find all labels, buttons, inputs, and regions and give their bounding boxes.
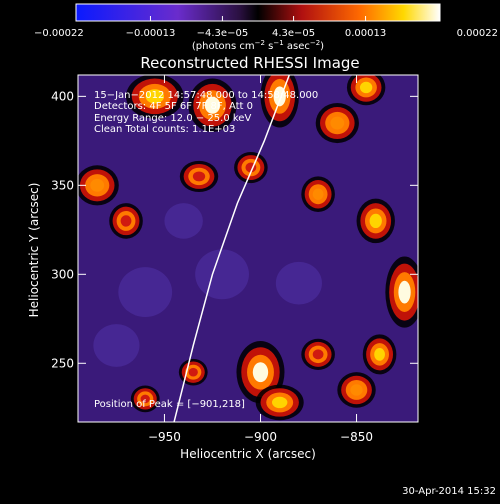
colorbar-tick-label: 0.00013 — [345, 28, 386, 39]
annotation-counts: Clean Total counts: 1.1E+03 — [94, 124, 235, 135]
y-axis-ticks: 250 300 350 400 — [51, 89, 418, 370]
x-tick-label: −950 — [148, 430, 181, 444]
heatmap-source-peak — [350, 384, 363, 396]
heatmap-source-peak — [272, 396, 288, 409]
y-tick-label: 250 — [51, 356, 74, 370]
y-axis-label: Heliocentric Y (arcsec) — [27, 183, 41, 318]
colorbar-tick-label: 0.00022 — [457, 28, 498, 39]
colorbar-units-label: (photons cm−2 s−1 asec−2) — [192, 39, 324, 52]
heatmap-source-peak — [369, 213, 382, 229]
heatmap-area — [78, 75, 418, 422]
y-tick-label: 350 — [51, 178, 74, 192]
heatmap-source-peak — [330, 116, 345, 130]
footer-timestamp: 30-Apr-2014 15:32 — [402, 486, 496, 497]
heatmap-source-peak — [140, 394, 150, 404]
annotation-detectors: Detectors: 4F 5F 6F 7F 8F, Att 0 — [94, 101, 253, 112]
heatmap-source-peak — [120, 215, 132, 227]
colorbar-ticks — [75, 16, 441, 21]
heatmap-source-peak — [188, 367, 198, 377]
heatmap-sources — [78, 75, 418, 421]
x-axis-label: Heliocentric X (arcsec) — [180, 447, 316, 461]
heatmap-source-peak — [398, 280, 411, 304]
solar-limb-line — [173, 75, 291, 422]
heatmap-negative-region — [164, 203, 203, 239]
peak-position-label: Position of Peak = [−901,218] — [94, 399, 245, 410]
y-tick-label: 400 — [51, 89, 74, 103]
colorbar-tick-labels: −0.00022 −0.00013 −4.3e−05 4.3e−05 0.00013 0.… — [34, 28, 498, 39]
heatmap-negative-region — [93, 324, 140, 367]
colorbar-tick-label: −0.00022 — [34, 28, 84, 39]
heatmap-source-peak — [252, 362, 269, 383]
colorbar-tick-label: −0.00013 — [126, 28, 176, 39]
x-axis-ticks: −950 −900 −850 — [148, 75, 373, 444]
annotation-time-range: 15−Jan−2012 14:57:48.000 to 14:58:48.000 — [94, 90, 318, 101]
heatmap-source-peak — [90, 178, 105, 192]
chart-title: Reconstructed RHESSI Image — [140, 54, 359, 72]
heatmap-source-peak — [192, 171, 206, 182]
annotation-block: 15−Jan−2012 14:57:48.000 to 14:58:48.000… — [94, 90, 318, 135]
heatmap-negative-region — [195, 249, 249, 300]
colorbar — [75, 3, 441, 22]
heatmap-source-peak — [145, 89, 165, 104]
annotation-energy-range: Energy Range: 12.0 − 25.0 keV — [94, 113, 251, 124]
y-tick-label: 300 — [51, 267, 74, 281]
colorbar-tick-label: −4.3e−05 — [197, 28, 249, 39]
heatmap-negative-region — [275, 261, 322, 305]
heatmap-source-peak — [359, 81, 373, 94]
heatmap-source-peak — [312, 349, 324, 360]
x-tick-label: −850 — [340, 430, 373, 444]
colorbar-tick-label: 4.3e−05 — [272, 28, 315, 39]
heatmap-negative-region — [118, 267, 173, 318]
heatmap-source-peak — [374, 347, 385, 361]
plot-frame — [77, 74, 419, 423]
heatmap-source-peak — [204, 96, 221, 114]
x-tick-label: −900 — [244, 430, 277, 444]
heatmap-source-peak — [312, 188, 324, 200]
